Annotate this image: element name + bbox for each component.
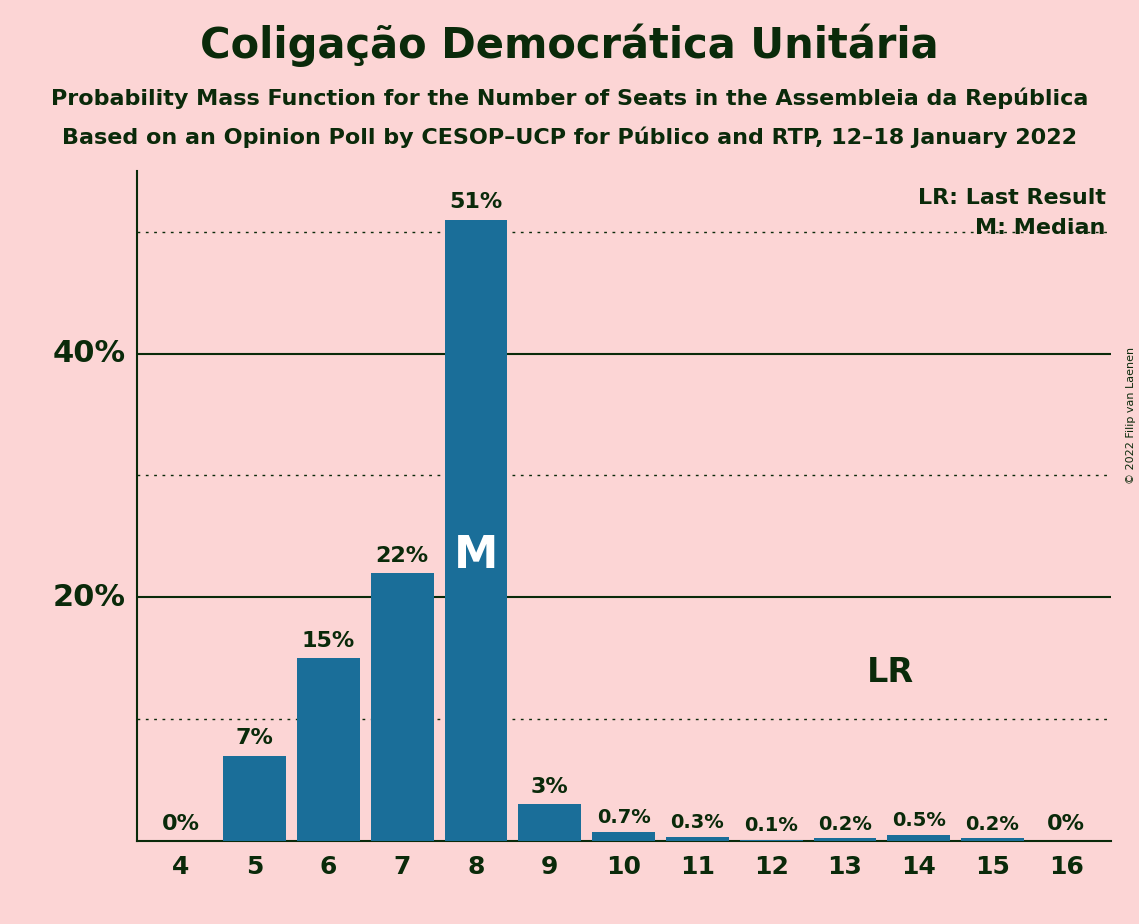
Text: Based on an Opinion Poll by CESOP–UCP for Público and RTP, 12–18 January 2022: Based on an Opinion Poll by CESOP–UCP fo… <box>62 127 1077 148</box>
Bar <box>371 573 434 841</box>
Text: 15%: 15% <box>302 631 355 650</box>
Text: M: Median: M: Median <box>975 218 1106 237</box>
Bar <box>813 838 876 841</box>
Text: 0%: 0% <box>1047 813 1085 833</box>
Text: LR: LR <box>867 656 915 688</box>
Text: 3%: 3% <box>531 777 568 797</box>
Text: Probability Mass Function for the Number of Seats in the Assembleia da República: Probability Mass Function for the Number… <box>51 88 1088 109</box>
Text: © 2022 Filip van Laenen: © 2022 Filip van Laenen <box>1126 347 1136 484</box>
Bar <box>297 658 360 841</box>
Bar <box>887 834 950 841</box>
Text: 0.1%: 0.1% <box>744 816 798 834</box>
Bar <box>961 838 1024 841</box>
Text: 0.5%: 0.5% <box>892 811 945 830</box>
Text: 0.2%: 0.2% <box>818 815 871 833</box>
Text: 0.3%: 0.3% <box>671 813 724 833</box>
Bar <box>666 837 729 841</box>
Bar <box>223 756 286 841</box>
Bar <box>740 840 803 841</box>
Text: 0%: 0% <box>162 813 200 833</box>
Text: M: M <box>453 533 498 577</box>
Text: 0.2%: 0.2% <box>966 815 1019 833</box>
Bar <box>518 804 581 841</box>
Bar <box>444 220 507 841</box>
Text: 40%: 40% <box>52 339 125 368</box>
Text: 22%: 22% <box>376 545 429 565</box>
Text: 51%: 51% <box>450 192 502 213</box>
Text: LR: Last Result: LR: Last Result <box>918 188 1106 208</box>
Bar <box>592 833 655 841</box>
Text: 20%: 20% <box>52 583 125 612</box>
Text: Coligação Democrática Unitária: Coligação Democrática Unitária <box>200 23 939 67</box>
Text: 7%: 7% <box>236 728 273 748</box>
Text: 0.7%: 0.7% <box>597 808 650 828</box>
